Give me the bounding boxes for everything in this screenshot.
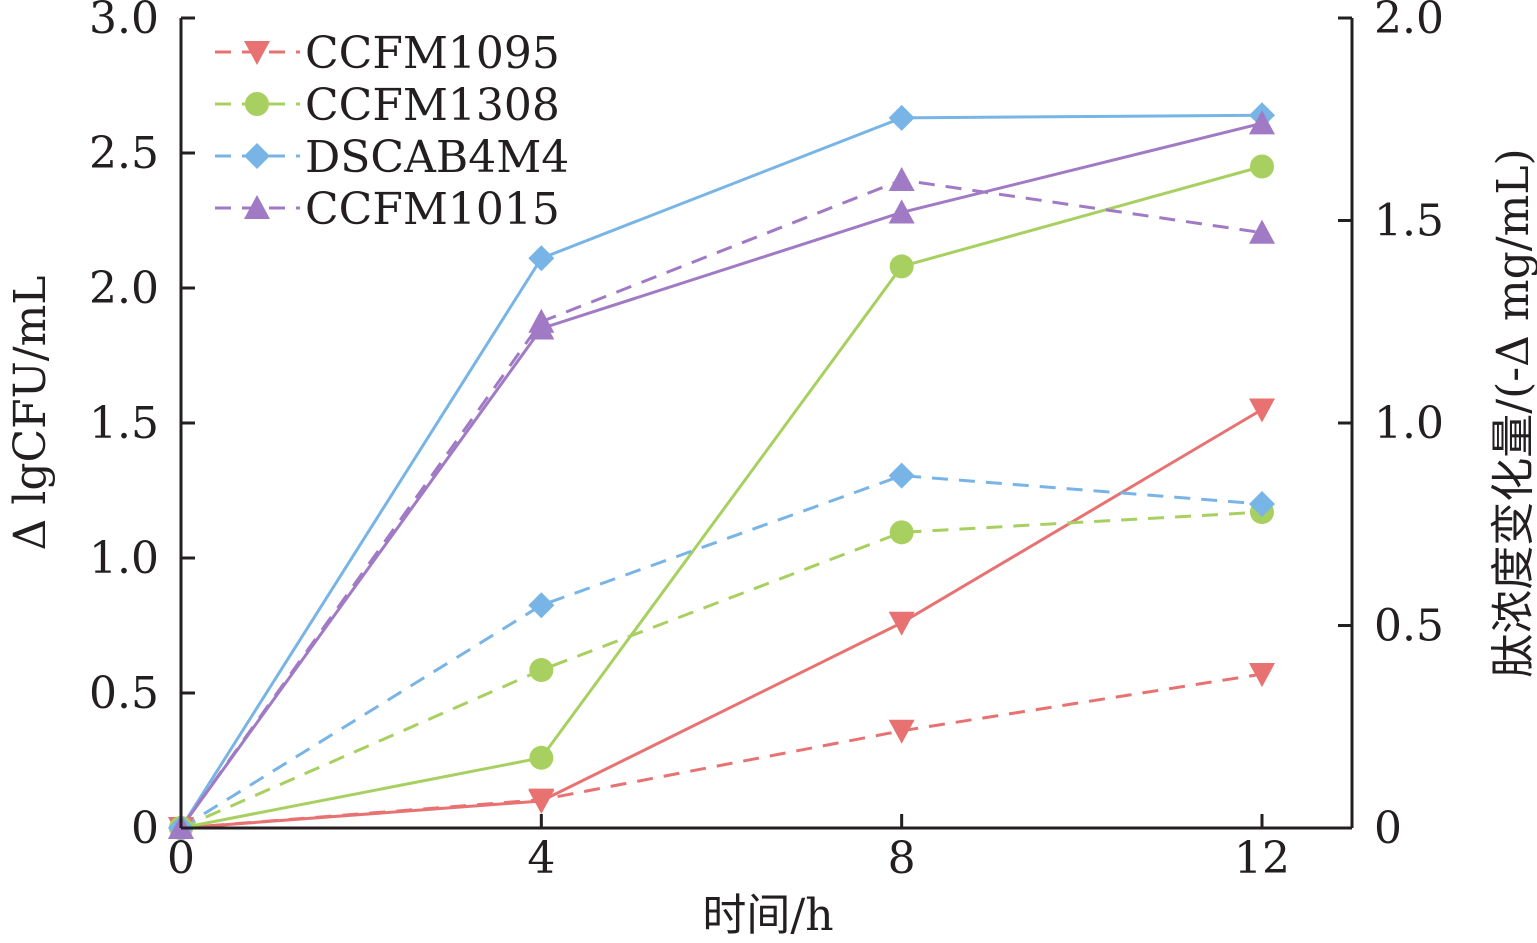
y-left-tick-label: 1.5: [89, 398, 159, 449]
series-ccfm1308-dashed-point: [889, 520, 914, 545]
y-right-tick-label: 1.5: [1374, 196, 1444, 247]
series-ccfm1308-dashed-line: [180, 510, 1263, 830]
y-left-tick-label: 2.0: [89, 263, 159, 314]
series-ccfm1308-solid-point: [529, 745, 554, 770]
series-ccfm1095-dashed-point: [888, 719, 915, 744]
series-ccfm1308-solid-point: [889, 254, 914, 279]
y-left-tick-label: 3.0: [89, 0, 159, 44]
x-tick-label: 4: [527, 833, 555, 884]
series-ccfm1095-solid-point: [528, 789, 555, 814]
y-axis-right-title: 肽浓度变化量/(-Δ mg/mL): [1488, 148, 1537, 677]
series-ccfm1015-solid-line: [179, 121, 1263, 829]
series-ccfm1308-solid-point: [1250, 154, 1274, 179]
plot-lines: [179, 113, 1263, 830]
series-dscab4m4-solid-point: [528, 245, 555, 272]
y-left-tick-label: 0.5: [89, 668, 159, 719]
legend-ccfm1015-label: CCFM1015: [305, 184, 560, 235]
y-right-tick-label: 1.0: [1374, 398, 1444, 449]
x-tick-label: 12: [1234, 833, 1290, 884]
legend-ccfm1308-label: CCFM1308: [305, 80, 560, 131]
series-dscab4m4-solid-line: [179, 113, 1263, 829]
series-dscab4m4-dashed-line: [180, 474, 1263, 830]
y-right-tick-label: 0.5: [1374, 601, 1444, 652]
series-ccfm1095-solid-point: [1249, 398, 1275, 423]
series-ccfm1095-dashed-point: [1249, 663, 1275, 688]
legend-ccfm1308-marker: [245, 92, 269, 116]
legend-ccfm1095-label: CCFM1095: [305, 28, 560, 79]
y-axis-left-title: Δ lgCFU/mL: [5, 275, 56, 550]
series-dscab4m4-dashed-point: [1249, 491, 1275, 517]
x-axis-title: 时间/h: [702, 890, 833, 941]
series-ccfm1095-dashed-line: [180, 672, 1263, 830]
series-ccfm1015-solid-point: [528, 315, 555, 340]
y-right-tick-label: 0: [1374, 803, 1402, 854]
legend-ccfm1095-marker: [244, 40, 270, 65]
series-dscab4m4-dashed-point: [888, 462, 915, 489]
y-left-tick-label: 1.0: [89, 533, 159, 584]
series-ccfm1015-dashed-point: [888, 167, 915, 192]
legend-dscab4m4-marker: [244, 143, 270, 169]
series-ccfm1095-solid-line: [180, 408, 1263, 830]
series-ccfm1308-dashed-point: [529, 658, 554, 683]
series-dscab4m4-solid-point: [888, 104, 915, 131]
series-ccfm1015-solid-point: [1249, 110, 1275, 135]
y-left-tick-label: 0: [131, 803, 159, 854]
legend-dscab4m4-label: DSCAB4M4: [305, 132, 569, 183]
series-ccfm1308-solid-line: [180, 165, 1263, 830]
legend-ccfm1015-marker: [244, 195, 270, 220]
series-ccfm1015-dashed-line: [179, 178, 1263, 829]
ticks: 0 0.5 1.0 1.5 2.0 2.5 3.0 0 0.5 1.0 1.5 2.0 0 4 8 12: [89, 0, 1444, 884]
x-tick-label: 8: [888, 833, 916, 884]
plot-markers: [168, 102, 1275, 841]
y-right-tick-label: 2.0: [1374, 0, 1444, 44]
y-left-tick-label: 2.5: [89, 128, 159, 179]
x-tick-label: 0: [167, 833, 195, 884]
series-ccfm1095-solid-point: [888, 611, 915, 636]
series-ccfm1015-dashed-point: [1249, 219, 1275, 244]
series-ccfm1015-solid-point: [888, 199, 915, 224]
series-dscab4m4-dashed-point: [528, 592, 555, 619]
